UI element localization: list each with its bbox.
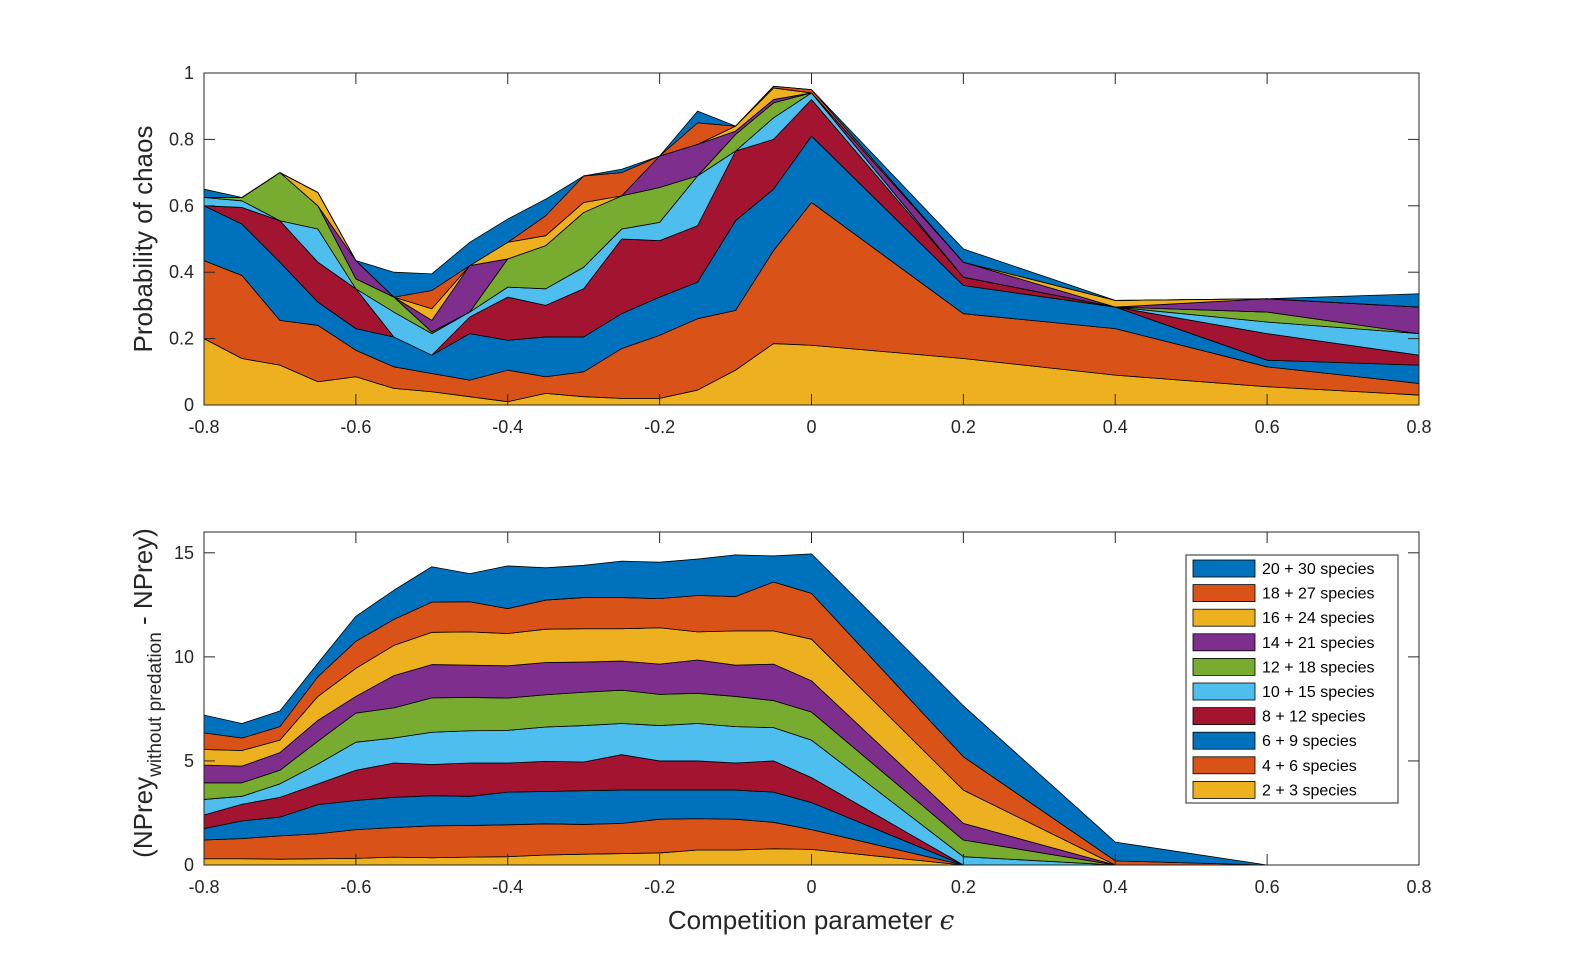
legend-item: 16 + 24 species xyxy=(1192,608,1375,627)
legend-label: 8 + 12 species xyxy=(1262,709,1366,726)
legend-label: 14 + 21 species xyxy=(1262,635,1375,652)
x-tick-label: -0.4 xyxy=(492,877,523,897)
legend-items: 20 + 30 species 18 + 27 species 16 + 24 sp… xyxy=(1192,559,1375,799)
legend-swatch xyxy=(1192,682,1256,701)
y-tick-label: 0.8 xyxy=(169,129,194,149)
x-tick-label: -0.2 xyxy=(644,877,675,897)
prey-difference-axes: -0.8 -0.6 -0.4 -0.2 0 0.2 0.4 0.6 0.8 0 5 10 15 (NP… xyxy=(128,528,1432,936)
legend-item: 18 + 27 species xyxy=(1192,584,1375,603)
legend-item: 6 + 9 species xyxy=(1192,731,1357,750)
x-tick-label: 0.2 xyxy=(951,417,976,437)
x-tick-label: 0.6 xyxy=(1255,877,1280,897)
legend-swatch xyxy=(1192,781,1256,799)
stacked-areas xyxy=(203,85,1420,406)
y-tick-label: 0 xyxy=(184,395,194,415)
legend-label: 20 + 30 species xyxy=(1262,561,1375,578)
legend-swatch xyxy=(1192,707,1256,725)
legend-swatch xyxy=(1192,633,1256,652)
x-tick-label: 0.4 xyxy=(1103,417,1128,437)
legend-label: 10 + 15 species xyxy=(1262,684,1375,701)
legend-label: 2 + 3 species xyxy=(1262,782,1357,799)
y-tick-label: 0.2 xyxy=(169,329,194,349)
legend-item: 2 + 3 species xyxy=(1192,781,1357,799)
x-tick-labels: -0.8 -0.6 -0.4 -0.2 0 0.2 0.4 0.6 0.8 xyxy=(188,877,1431,897)
x-tick-labels: -0.8 -0.6 -0.4 -0.2 0 0.2 0.4 0.6 0.8 xyxy=(188,417,1431,437)
x-axis-label: Competition parameter ϵ xyxy=(668,905,955,936)
tick-marks xyxy=(203,72,1420,406)
y-tick-label: 5 xyxy=(184,751,194,771)
legend-swatch xyxy=(1192,608,1256,627)
legend-label: 12 + 18 species xyxy=(1262,659,1375,676)
y-tick-label: 0 xyxy=(184,855,194,875)
x-tick-label: -0.4 xyxy=(492,417,523,437)
legend-label: 16 + 24 species xyxy=(1262,610,1375,627)
y-tick-label: 1 xyxy=(184,63,194,83)
y-tick-label: 0.6 xyxy=(169,196,194,216)
legend-swatch xyxy=(1192,658,1256,676)
x-tick-label: 0.2 xyxy=(951,877,976,897)
y-tick-label: 15 xyxy=(174,543,194,563)
legend-item: 10 + 15 species xyxy=(1192,682,1375,701)
y-axis-label: Probability of chaos xyxy=(128,126,158,353)
legend-swatch xyxy=(1192,584,1256,602)
y-tick-labels: 0 0.2 0.4 0.6 0.8 1 xyxy=(169,63,194,415)
legend-item: 14 + 21 species xyxy=(1192,633,1375,652)
legend-item: 20 + 30 species xyxy=(1192,559,1375,578)
legend-label: 6 + 9 species xyxy=(1262,733,1357,750)
x-tick-label: -0.8 xyxy=(188,417,219,437)
legend-item: 8 + 12 species xyxy=(1192,707,1366,726)
x-tick-label: -0.6 xyxy=(340,877,371,897)
y-tick-label: 10 xyxy=(174,647,194,667)
x-tick-label: -0.6 xyxy=(340,417,371,437)
legend-swatch xyxy=(1192,731,1256,750)
x-tick-label: 0.8 xyxy=(1406,877,1431,897)
chaos-probability-axes: -0.8 -0.6 -0.4 -0.2 0 0.2 0.4 0.6 0.8 0 0.2 0.4 0.6… xyxy=(128,63,1432,437)
x-tick-label: -0.2 xyxy=(644,417,675,437)
x-tick-label: 0.4 xyxy=(1103,877,1128,897)
legend: 20 + 30 species 18 + 27 species 16 + 24 sp… xyxy=(1185,554,1399,804)
legend-label: 4 + 6 species xyxy=(1262,758,1357,775)
legend-swatch xyxy=(1192,756,1256,775)
x-tick-label: 0 xyxy=(806,877,816,897)
legend-item: 12 + 18 species xyxy=(1192,658,1375,676)
y-tick-label: 0.4 xyxy=(169,262,194,282)
x-tick-label: -0.8 xyxy=(188,877,219,897)
legend-swatch xyxy=(1192,559,1256,578)
y-tick-labels: 0 5 10 15 xyxy=(174,543,194,875)
legend-label: 18 + 27 species xyxy=(1262,586,1375,603)
x-tick-label: 0.8 xyxy=(1406,417,1431,437)
legend-item: 4 + 6 species xyxy=(1192,756,1357,775)
tick-marks xyxy=(203,532,1420,866)
x-tick-label: 0.6 xyxy=(1255,417,1280,437)
x-tick-label: 0 xyxy=(806,417,816,437)
y-axis-label: (NPreywithout predation - NPrey) xyxy=(128,528,166,858)
